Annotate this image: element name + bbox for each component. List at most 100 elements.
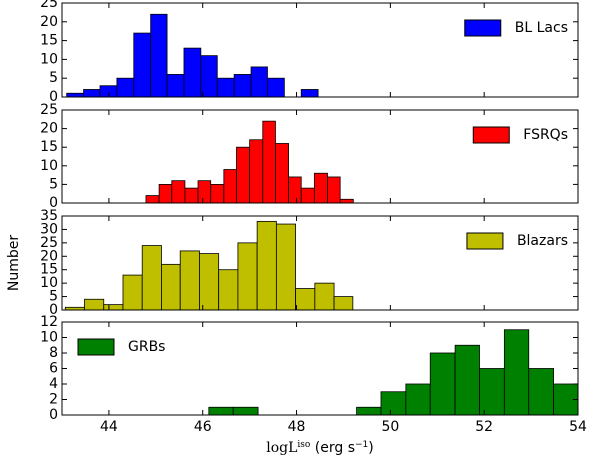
y-tick-label: 0: [49, 302, 58, 318]
bar: [184, 187, 199, 204]
legend-swatch: [464, 19, 502, 37]
bar: [275, 143, 289, 204]
bar: [161, 263, 181, 311]
y-tick-label: 2: [49, 392, 58, 408]
x-axis-label-part: logL: [266, 440, 297, 456]
bar: [275, 223, 297, 311]
bar: [249, 139, 264, 204]
bar: [405, 383, 431, 416]
bar: [256, 220, 277, 311]
bar: [197, 180, 212, 204]
bar: [150, 13, 168, 98]
legend-label: BL Lacs: [515, 20, 568, 36]
bar: [66, 92, 84, 98]
y-tick-label: 35: [40, 208, 58, 224]
bar: [103, 304, 124, 311]
bar: [233, 74, 252, 98]
axes-frame: [61, 215, 579, 311]
y-tick-label: 15: [40, 262, 58, 278]
bar: [199, 253, 220, 311]
bar: [218, 269, 239, 311]
bar: [356, 406, 382, 416]
bar: [454, 344, 480, 416]
y-tick-label: 20: [40, 121, 58, 137]
bar: [250, 66, 268, 98]
bar: [236, 146, 251, 204]
legend-label: FSRQs: [523, 127, 568, 143]
bar: [327, 176, 341, 204]
y-tick-label: 5: [49, 70, 58, 86]
bar: [300, 89, 319, 98]
bar: [237, 242, 258, 311]
legend-swatch: [77, 338, 115, 356]
bar: [133, 32, 152, 98]
bar: [166, 74, 185, 98]
x-axis-label-part: −1: [355, 440, 368, 450]
bar: [288, 176, 302, 204]
bar: [158, 183, 173, 204]
bar: [83, 89, 101, 98]
bar: [171, 180, 186, 204]
bar: [333, 296, 354, 311]
y-tick-label: 10: [40, 158, 58, 174]
y-tick-label: 12: [40, 314, 58, 330]
bar: [223, 169, 237, 204]
x-axis-label-part: ): [368, 440, 373, 456]
y-tick-label: 25: [40, 235, 58, 251]
bar: [313, 172, 328, 204]
axes-frame: [61, 109, 579, 204]
y-tick-label: 20: [40, 248, 58, 264]
legend-swatch: [472, 126, 510, 144]
bar: [210, 183, 225, 204]
bar: [339, 198, 354, 204]
legend-label: Blazars: [517, 233, 568, 249]
y-tick-label: 0: [49, 407, 58, 423]
bar: [141, 245, 162, 311]
bar: [300, 187, 315, 204]
bar: [122, 274, 143, 311]
x-tick-label: 48: [288, 419, 306, 435]
y-axis-label: Number: [6, 235, 22, 291]
y-tick-label: 4: [49, 376, 58, 392]
y-tick-label: 25: [40, 102, 58, 118]
x-axis-label: logLiso (erg s−1): [266, 440, 374, 456]
y-tick-label: 30: [40, 221, 58, 237]
y-tick-label: 10: [40, 330, 58, 346]
bar: [314, 282, 335, 311]
bar: [216, 77, 235, 98]
y-tick-label: 0: [49, 195, 58, 211]
bar: [295, 288, 316, 311]
bar: [183, 47, 202, 98]
y-tick-label: 0: [49, 89, 58, 105]
y-tick-label: 8: [49, 345, 58, 361]
y-tick-label: 15: [40, 139, 58, 155]
y-tick-label: 6: [49, 361, 58, 377]
bar: [503, 329, 530, 416]
bar: [267, 77, 285, 98]
x-tick-label: 54: [569, 419, 587, 435]
y-tick-label: 10: [40, 51, 58, 67]
x-tick-label: 46: [194, 419, 212, 435]
y-tick-label: 10: [40, 275, 58, 291]
bar: [528, 368, 555, 416]
bar: [262, 120, 276, 204]
y-tick-label: 20: [40, 14, 58, 30]
y-tick-label: 15: [40, 33, 58, 49]
bar: [179, 250, 200, 311]
x-tick-label: 52: [475, 419, 493, 435]
bar: [208, 406, 234, 416]
bar: [84, 298, 105, 311]
y-tick-label: 25: [40, 0, 58, 11]
legend-label: GRBs: [128, 339, 165, 355]
bar: [116, 77, 135, 98]
y-tick-label: 5: [49, 176, 58, 192]
x-tick-label: 44: [100, 419, 118, 435]
axes-frame: [61, 2, 579, 98]
x-tick-label: 50: [381, 419, 399, 435]
bar: [380, 391, 407, 416]
legend-swatch: [466, 232, 504, 250]
bar: [145, 195, 160, 204]
y-tick-label: 5: [49, 289, 58, 305]
